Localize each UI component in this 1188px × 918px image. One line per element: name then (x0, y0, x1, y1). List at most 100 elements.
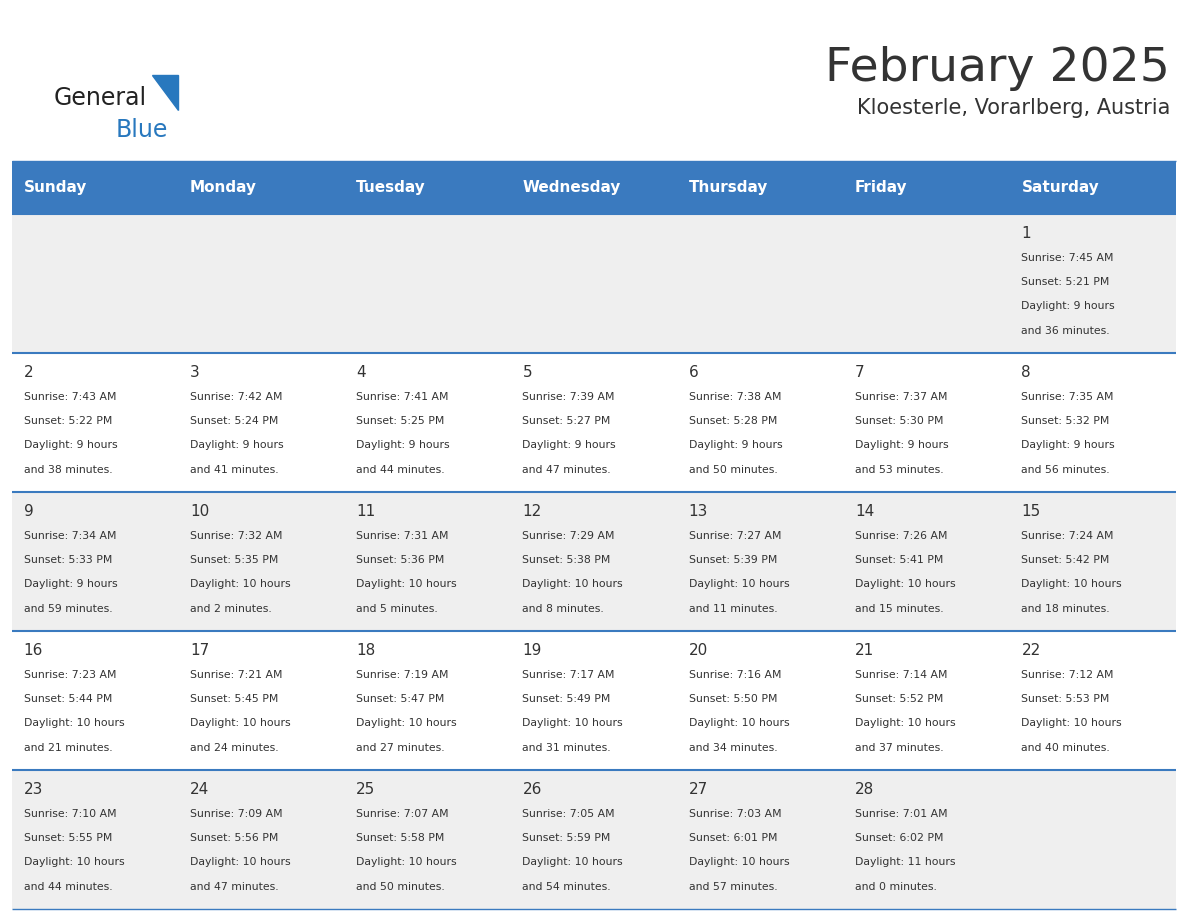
Text: 23: 23 (24, 782, 43, 798)
Text: 14: 14 (855, 504, 874, 520)
Text: Sunset: 5:41 PM: Sunset: 5:41 PM (855, 555, 943, 565)
Text: 12: 12 (523, 504, 542, 520)
Bar (843, 770, 1010, 909)
Text: Wednesday: Wednesday (523, 180, 621, 195)
Text: Sunset: 5:53 PM: Sunset: 5:53 PM (1022, 694, 1110, 704)
Text: Daylight: 10 hours: Daylight: 10 hours (1022, 719, 1123, 728)
Bar (12, 214, 178, 353)
Text: and 31 minutes.: and 31 minutes. (523, 743, 611, 753)
Text: Sunrise: 7:29 AM: Sunrise: 7:29 AM (523, 531, 615, 541)
Bar (677, 631, 843, 770)
Bar (12, 770, 178, 909)
Text: Daylight: 10 hours: Daylight: 10 hours (356, 857, 457, 868)
Text: Sunset: 5:39 PM: Sunset: 5:39 PM (689, 555, 777, 565)
Text: Sunset: 5:32 PM: Sunset: 5:32 PM (1022, 416, 1110, 426)
Bar (677, 161, 843, 214)
Text: 4: 4 (356, 365, 366, 380)
Text: 7: 7 (855, 365, 865, 380)
Text: Sunset: 5:49 PM: Sunset: 5:49 PM (523, 694, 611, 704)
Text: Daylight: 10 hours: Daylight: 10 hours (523, 719, 624, 728)
Text: Sunset: 5:30 PM: Sunset: 5:30 PM (855, 416, 943, 426)
Text: and 50 minutes.: and 50 minutes. (356, 881, 446, 891)
Text: Sunrise: 7:43 AM: Sunrise: 7:43 AM (24, 392, 116, 402)
Text: Sunrise: 7:39 AM: Sunrise: 7:39 AM (523, 392, 615, 402)
Bar (178, 214, 345, 353)
Text: Daylight: 10 hours: Daylight: 10 hours (356, 579, 457, 589)
Text: Sunrise: 7:01 AM: Sunrise: 7:01 AM (855, 809, 948, 819)
Text: and 2 minutes.: and 2 minutes. (190, 604, 272, 614)
Text: Daylight: 9 hours: Daylight: 9 hours (190, 441, 284, 451)
Text: 24: 24 (190, 782, 209, 798)
Bar (511, 492, 677, 631)
Text: Monday: Monday (190, 180, 257, 195)
Bar (178, 631, 345, 770)
Text: Sunset: 5:28 PM: Sunset: 5:28 PM (689, 416, 777, 426)
Text: 18: 18 (356, 644, 375, 658)
Bar (178, 770, 345, 909)
Text: Sunset: 5:21 PM: Sunset: 5:21 PM (1022, 277, 1110, 287)
Text: Sunset: 5:36 PM: Sunset: 5:36 PM (356, 555, 444, 565)
Text: Daylight: 10 hours: Daylight: 10 hours (689, 719, 790, 728)
Text: Sunset: 5:22 PM: Sunset: 5:22 PM (24, 416, 112, 426)
Bar (345, 214, 511, 353)
Text: Sunrise: 7:12 AM: Sunrise: 7:12 AM (1022, 670, 1114, 679)
Text: and 59 minutes.: and 59 minutes. (24, 604, 112, 614)
Text: Daylight: 10 hours: Daylight: 10 hours (190, 579, 291, 589)
Text: Sunset: 5:47 PM: Sunset: 5:47 PM (356, 694, 444, 704)
Bar (843, 353, 1010, 492)
Text: Tuesday: Tuesday (356, 180, 426, 195)
Text: Daylight: 10 hours: Daylight: 10 hours (689, 857, 790, 868)
Text: 10: 10 (190, 504, 209, 520)
Bar (511, 631, 677, 770)
Text: and 44 minutes.: and 44 minutes. (24, 881, 112, 891)
Bar (1010, 353, 1176, 492)
Text: 15: 15 (1022, 504, 1041, 520)
Text: Sunrise: 7:07 AM: Sunrise: 7:07 AM (356, 809, 449, 819)
Text: Sunset: 5:50 PM: Sunset: 5:50 PM (689, 694, 777, 704)
Bar (178, 161, 345, 214)
Text: Daylight: 9 hours: Daylight: 9 hours (1022, 301, 1116, 311)
Text: Sunrise: 7:45 AM: Sunrise: 7:45 AM (1022, 252, 1114, 263)
Text: and 24 minutes.: and 24 minutes. (190, 743, 278, 753)
Text: Sunrise: 7:38 AM: Sunrise: 7:38 AM (689, 392, 782, 402)
Bar (12, 631, 178, 770)
Bar (1010, 161, 1176, 214)
Text: 28: 28 (855, 782, 874, 798)
Bar (345, 631, 511, 770)
Text: 11: 11 (356, 504, 375, 520)
Text: and 41 minutes.: and 41 minutes. (190, 465, 278, 475)
Text: Daylight: 10 hours: Daylight: 10 hours (523, 579, 624, 589)
Text: Sunset: 5:35 PM: Sunset: 5:35 PM (190, 555, 278, 565)
Bar (12, 353, 178, 492)
Bar (677, 492, 843, 631)
Bar (12, 161, 178, 214)
Text: 19: 19 (523, 644, 542, 658)
Text: Daylight: 10 hours: Daylight: 10 hours (24, 719, 125, 728)
Text: 17: 17 (190, 644, 209, 658)
Bar (511, 353, 677, 492)
Text: and 40 minutes.: and 40 minutes. (1022, 743, 1111, 753)
Text: Sunset: 5:27 PM: Sunset: 5:27 PM (523, 416, 611, 426)
Text: Sunrise: 7:34 AM: Sunrise: 7:34 AM (24, 531, 116, 541)
Text: 21: 21 (855, 644, 874, 658)
Text: Sunset: 5:45 PM: Sunset: 5:45 PM (190, 694, 278, 704)
Text: Sunset: 5:44 PM: Sunset: 5:44 PM (24, 694, 112, 704)
Text: 8: 8 (1022, 365, 1031, 380)
Text: Sunrise: 7:19 AM: Sunrise: 7:19 AM (356, 670, 449, 679)
Text: February 2025: February 2025 (826, 46, 1170, 91)
Text: Daylight: 9 hours: Daylight: 9 hours (689, 441, 783, 451)
Text: and 53 minutes.: and 53 minutes. (855, 465, 943, 475)
Text: Friday: Friday (855, 180, 908, 195)
Text: Sunrise: 7:16 AM: Sunrise: 7:16 AM (689, 670, 782, 679)
Text: 5: 5 (523, 365, 532, 380)
Bar (677, 353, 843, 492)
Bar (677, 770, 843, 909)
Text: Sunset: 5:38 PM: Sunset: 5:38 PM (523, 555, 611, 565)
Text: and 44 minutes.: and 44 minutes. (356, 465, 444, 475)
Text: Daylight: 10 hours: Daylight: 10 hours (855, 579, 956, 589)
Text: Daylight: 10 hours: Daylight: 10 hours (523, 857, 624, 868)
Text: General: General (53, 86, 146, 110)
Text: and 5 minutes.: and 5 minutes. (356, 604, 438, 614)
Text: Daylight: 9 hours: Daylight: 9 hours (1022, 441, 1116, 451)
Text: and 27 minutes.: and 27 minutes. (356, 743, 444, 753)
